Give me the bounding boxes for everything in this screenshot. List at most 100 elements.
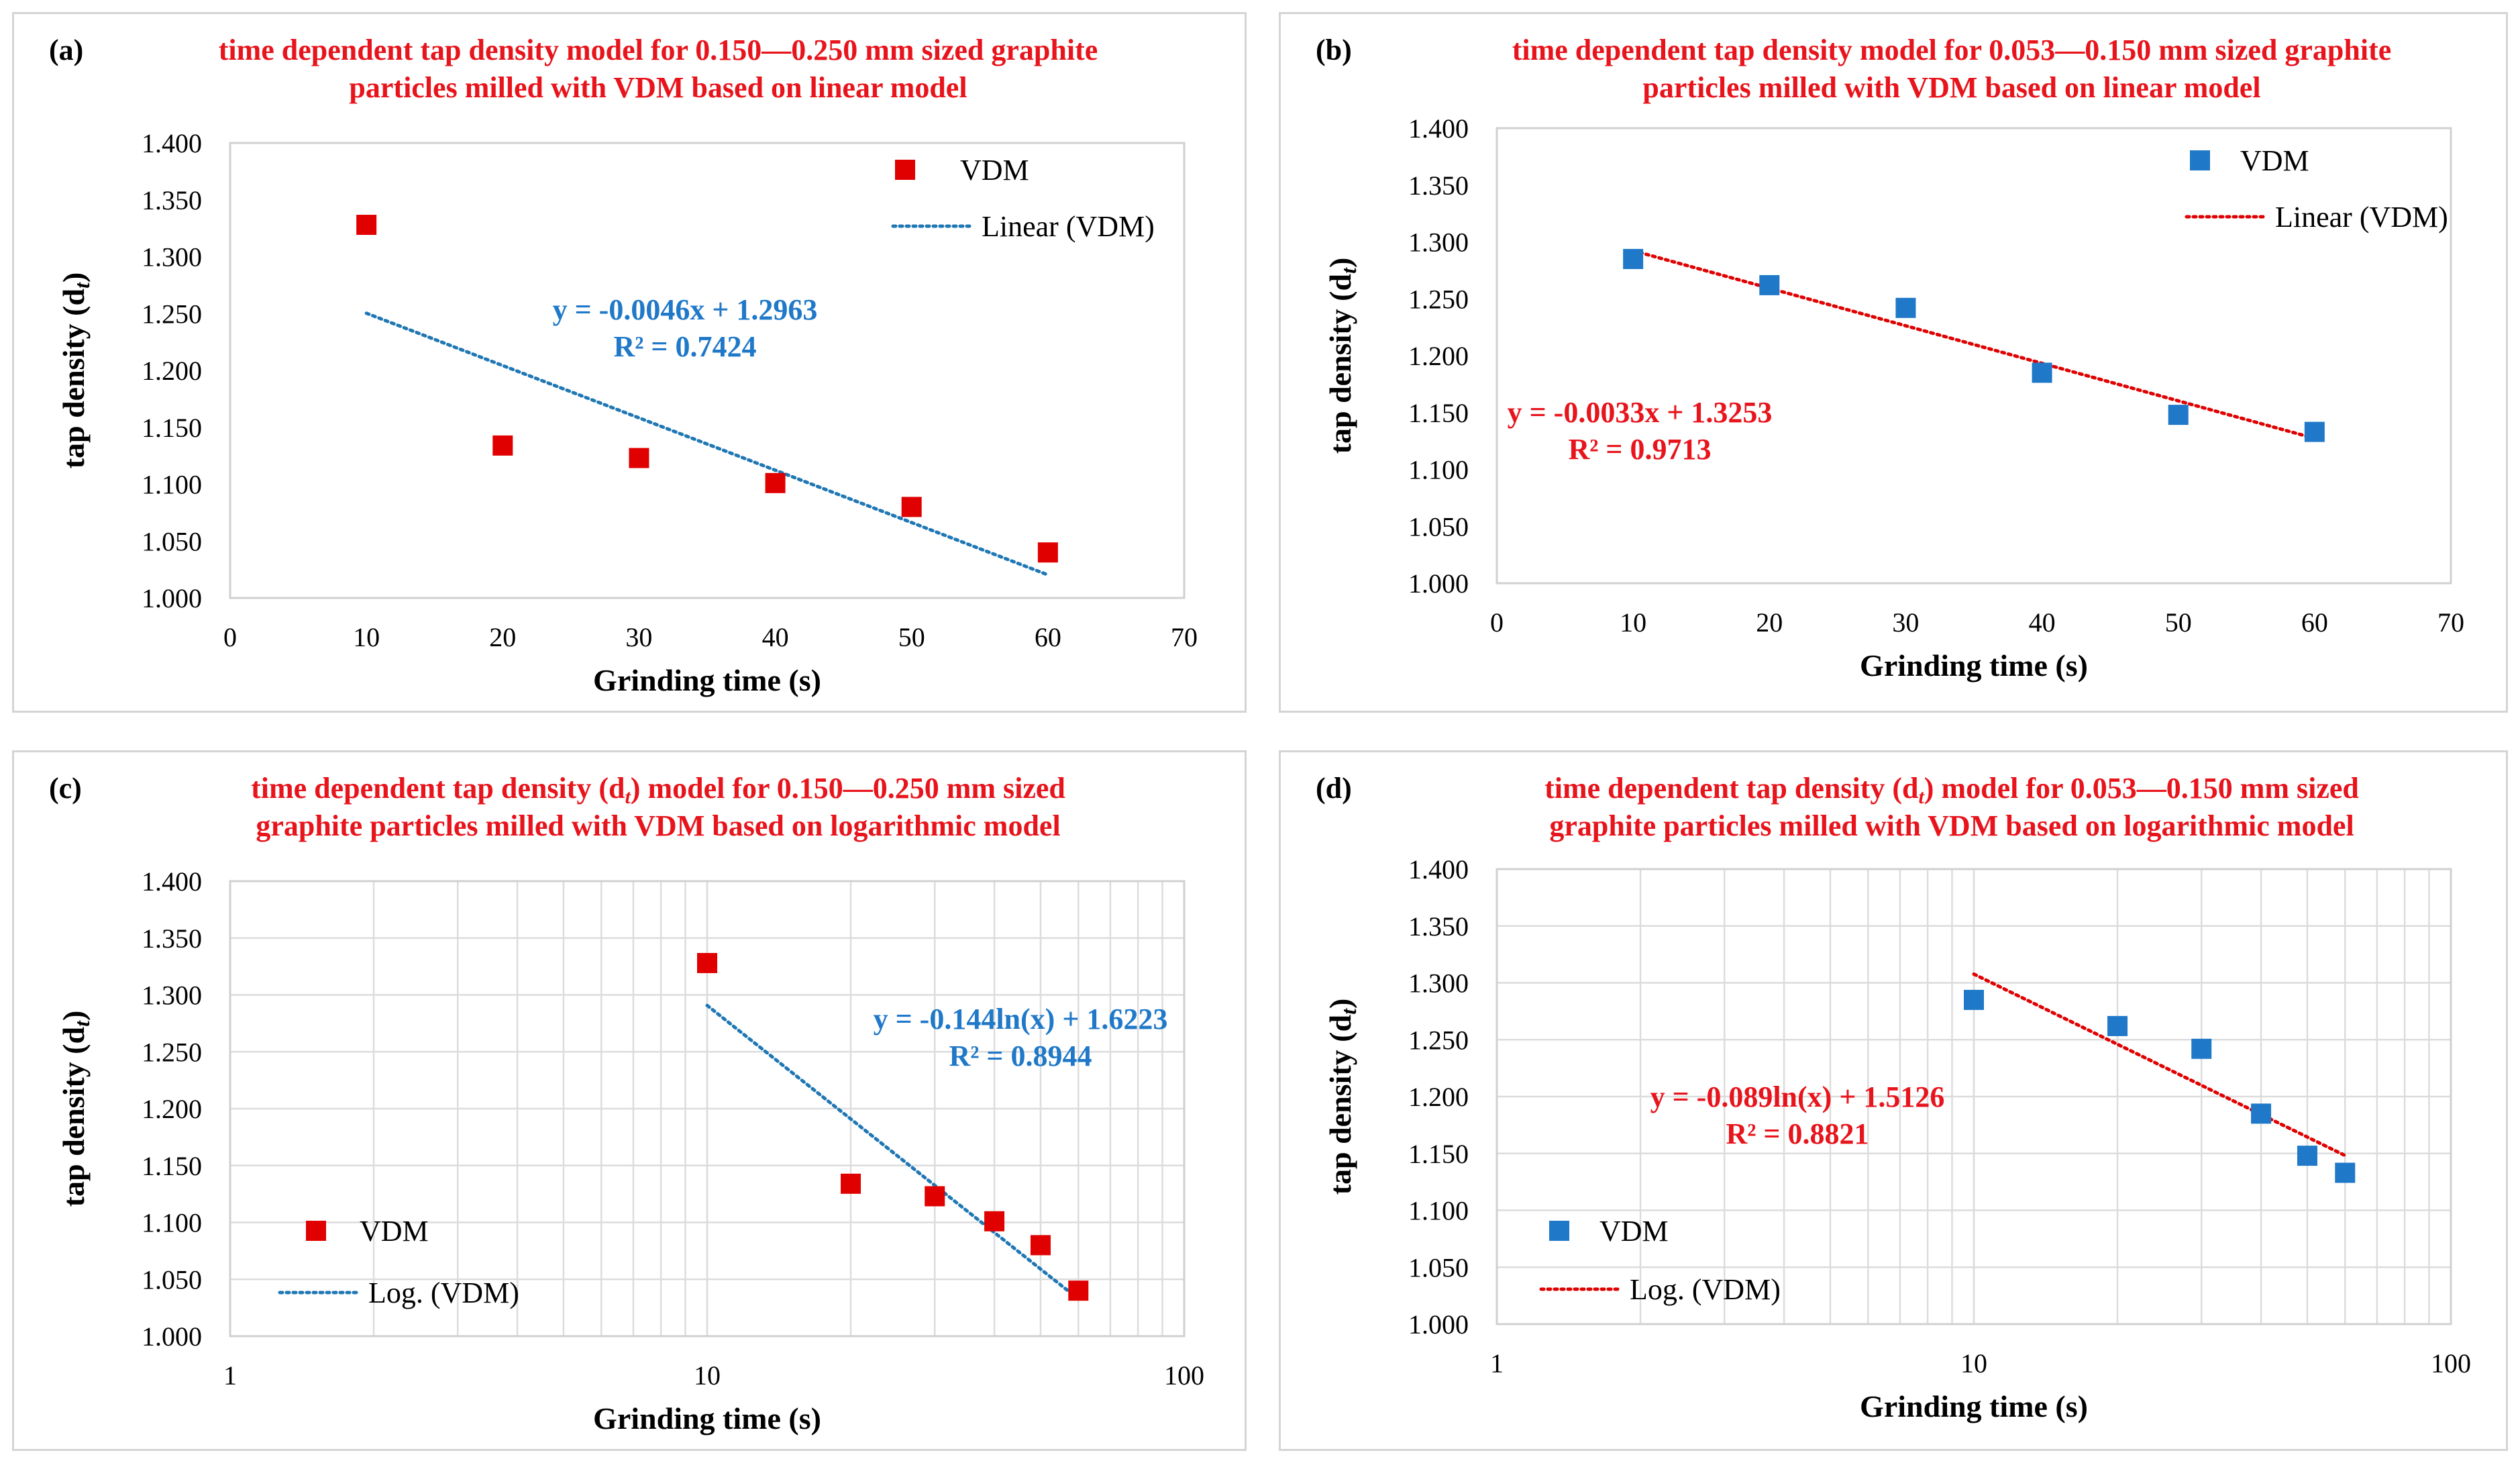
chart-d: (d) time dependent tap density (dt) model… [1316,772,2471,1423]
ytick-label-c-2: 1.100 [142,1208,202,1238]
xtick-label-d-1: 10 [1960,1348,1987,1378]
plot-area-a [229,142,1186,599]
legend-label-series-c: VDM [360,1215,429,1248]
data-point-b-2 [1895,297,1916,318]
legend-label-trendline-c: Log. (VDM) [368,1276,519,1309]
xtick-label-c-1: 10 [694,1360,721,1391]
ytick-label-a-5: 1.250 [142,299,202,329]
ytick-label-a-7: 1.350 [142,185,202,215]
data-point-a-4 [901,497,922,517]
panel-d: (d) time dependent tap density (dt) model… [1279,750,2508,1451]
ytick-label-c-8: 1.400 [142,866,202,897]
data-point-b-5 [2304,421,2325,442]
ytick-label-d-2: 1.100 [1408,1196,1469,1226]
xtick-label-b-0: 0 [1490,607,1504,638]
chart-title-c-line1: time dependent tap density (dt) model fo… [251,772,1065,808]
ytick-label-c-1: 1.050 [142,1264,202,1295]
data-point-d-5 [2335,1162,2356,1183]
xtick-label-b-5: 50 [2165,607,2192,638]
data-point-c-4 [1030,1235,1051,1256]
y-axis-title-b: tap density (dt) [1323,258,1361,454]
ytick-label-d-3: 1.150 [1408,1139,1469,1169]
ytick-label-c-5: 1.250 [142,1037,202,1067]
legend-marker-b [2190,150,2210,170]
chart-title-a-line2: particles milled with VDM based on linea… [349,71,967,104]
legend-label-series-d: VDM [1599,1215,1669,1248]
data-point-c-0 [697,953,717,974]
xtick-label-b-2: 20 [1756,607,1783,638]
trend-r2-c: R² = 0.8944 [949,1040,1092,1072]
trendline-d [1972,972,2347,1158]
data-point-d-3 [2251,1103,2272,1124]
panel-c: (c) time dependent tap density (dt) model… [12,750,1247,1451]
plot-area-b [1495,127,2452,585]
ytick-label-c-7: 1.350 [142,923,202,954]
ytick-label-d-7: 1.350 [1408,911,1469,942]
data-point-a-2 [629,448,649,468]
data-point-a-1 [492,435,513,456]
data-point-b-4 [2168,405,2189,425]
xtick-label-c-0: 1 [223,1360,237,1391]
trendline-b [1631,249,2317,440]
data-point-a-0 [356,215,377,236]
xtick-label-c-2: 100 [1164,1360,1204,1391]
panel-label-b: (b) [1316,34,1352,66]
data-point-c-2 [925,1186,945,1207]
trend-r2-d: R² = 0.8821 [1726,1117,1869,1150]
ytick-label-b-4: 1.200 [1408,341,1469,371]
xtick-label-a-3: 30 [625,622,652,652]
xtick-label-a-0: 0 [223,622,237,652]
xtick-label-b-7: 70 [2437,607,2464,638]
ytick-label-b-6: 1.300 [1408,228,1469,258]
ytick-label-b-8: 1.400 [1408,113,1469,144]
ytick-label-a-0: 1.000 [142,583,202,613]
legend-label-trendline-b: Linear (VDM) [2275,201,2448,234]
panel-label-a: (a) [49,34,83,66]
ytick-label-a-6: 1.300 [142,242,202,272]
data-point-d-1 [2107,1015,2128,1036]
ytick-label-d-5: 1.250 [1408,1025,1469,1055]
ytick-label-a-1: 1.050 [142,526,202,556]
y-axis-title-c: tap density (dt) [56,1011,94,1207]
trend-equation-a: y = -0.0046x + 1.2963 [553,293,818,326]
chart-b: (b) time dependent tap density model for … [1316,34,2464,683]
legend-marker-a [895,160,915,180]
xtick-label-b-1: 10 [1620,607,1646,638]
xtick-label-b-4: 40 [2029,607,2056,638]
ytick-label-d-1: 1.050 [1408,1252,1469,1282]
chart-title-c-line2: graphite particles milled with VDM based… [256,809,1060,842]
panel-a: (a) time dependent tap density model for … [12,12,1247,713]
data-point-d-0 [1964,989,1984,1010]
data-point-a-3 [765,472,786,493]
legend-label-trendline-d: Log. (VDM) [1630,1273,1781,1306]
ytick-label-a-8: 1.400 [142,128,202,158]
plot-area-d [1495,868,2452,1325]
data-point-b-1 [1759,274,1780,295]
chart-title-b-line2: particles milled with VDM based on linea… [1642,71,2260,104]
chart-title-d-line1: time dependent tap density (dt) model fo… [1544,772,2359,808]
chart-a: (a) time dependent tap density model for … [49,34,1198,697]
ytick-label-a-4: 1.200 [142,356,202,386]
ytick-label-b-0: 1.000 [1408,568,1469,599]
xtick-label-a-7: 70 [1171,622,1198,652]
y-axis-title-a: tap density (dt) [56,272,94,469]
legend-label-trendline-a: Linear (VDM) [982,210,1155,243]
trendline-a [364,311,1050,577]
data-point-c-5 [1068,1280,1089,1301]
trend-r2-b: R² = 0.9713 [1568,433,1711,466]
panel-b: (b) time dependent tap density model for … [1279,12,2508,713]
data-point-b-3 [2032,362,2052,383]
chart-title-d-line2: graphite particles milled with VDM based… [1549,809,2354,842]
data-point-d-4 [2297,1146,2317,1166]
trend-r2-a: R² = 0.7424 [613,330,756,363]
xtick-label-a-6: 60 [1035,622,1061,652]
y-axis-title-d: tap density (dt) [1323,999,1361,1195]
legend-marker-d [1549,1221,1569,1241]
ytick-label-d-4: 1.200 [1408,1082,1469,1112]
panel-label-c: (c) [49,772,82,805]
x-axis-title-a: Grinding time (s) [593,663,821,697]
ytick-label-b-5: 1.250 [1408,284,1469,314]
xtick-label-a-5: 50 [898,622,925,652]
chart-title-a-line1: time dependent tap density model for 0.1… [219,34,1098,66]
gridlines-d [1495,868,2452,1325]
